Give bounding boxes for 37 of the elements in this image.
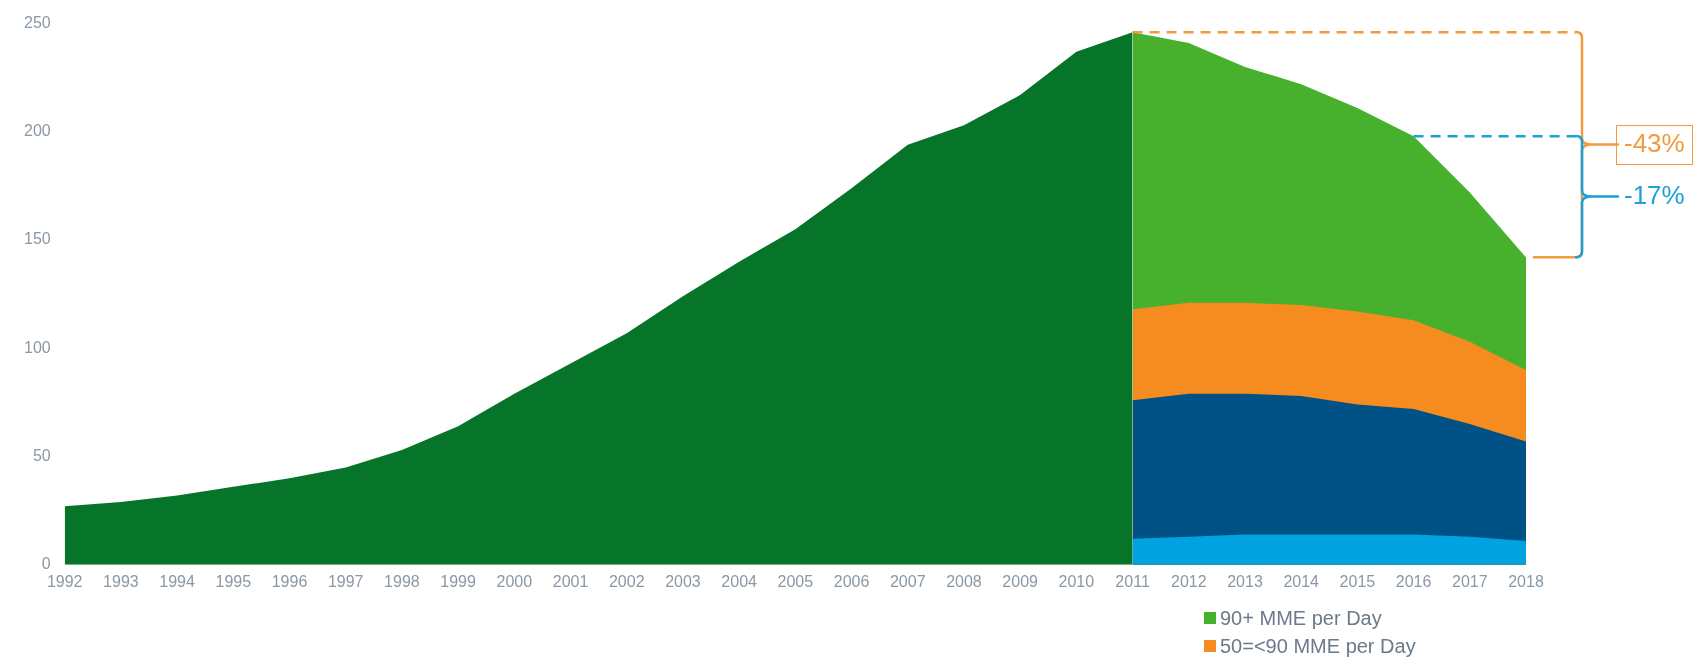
text: -17%: [1624, 179, 1685, 210]
x-tick-label: 2003: [665, 572, 701, 590]
x-tick-label: 2010: [1058, 572, 1095, 590]
y-tick-label: 150: [23, 230, 51, 248]
x-tick-label: 2001: [552, 572, 589, 590]
x-tick-label: 1998: [384, 572, 420, 590]
x-tick-label: 2006: [833, 572, 870, 590]
y-tick-label: 100: [23, 338, 51, 356]
x-tick-label: 1995: [215, 572, 252, 590]
x-tick-label: 2014: [1283, 572, 1320, 590]
x-tick-label: 2009: [1002, 572, 1039, 590]
x-tick-label: 1994: [159, 572, 195, 590]
x-tick-label: 2011: [1115, 572, 1150, 590]
x-tick-label: 2017: [1452, 572, 1488, 590]
x-tick-label: 1992: [46, 572, 83, 590]
x-tick-label: 2002: [608, 572, 645, 590]
x-tick-label: 2008: [946, 572, 982, 590]
text: -43%: [1624, 128, 1685, 158]
x-tick-label: 1996: [271, 572, 308, 590]
y-tick-label: 200: [23, 122, 51, 140]
x-tick-label: 1997: [327, 572, 364, 590]
x-tick-label: 2004: [721, 572, 758, 590]
x-tick-label: 2012: [1170, 572, 1207, 590]
x-tick-label: 2000: [496, 572, 533, 590]
x-tick-label: 1993: [103, 572, 139, 590]
x-tick-label: 2013: [1227, 572, 1263, 590]
x-tick-label: 2015: [1339, 572, 1376, 590]
y-tick-label: 250: [23, 14, 51, 32]
legend-label: 90+ MME per Day: [1220, 606, 1382, 631]
x-tick-label: 1999: [440, 572, 477, 590]
x-tick-label: 2005: [777, 572, 814, 590]
y-tick-label: 0: [41, 555, 51, 573]
legend-label: 50=<90 MME per Day: [1220, 634, 1416, 659]
x-tick-label: 2018: [1508, 572, 1544, 590]
y-tick-label: 50: [32, 446, 51, 464]
x-tick-label: 2007: [889, 572, 926, 590]
x-tick-label: 2016: [1395, 572, 1432, 590]
